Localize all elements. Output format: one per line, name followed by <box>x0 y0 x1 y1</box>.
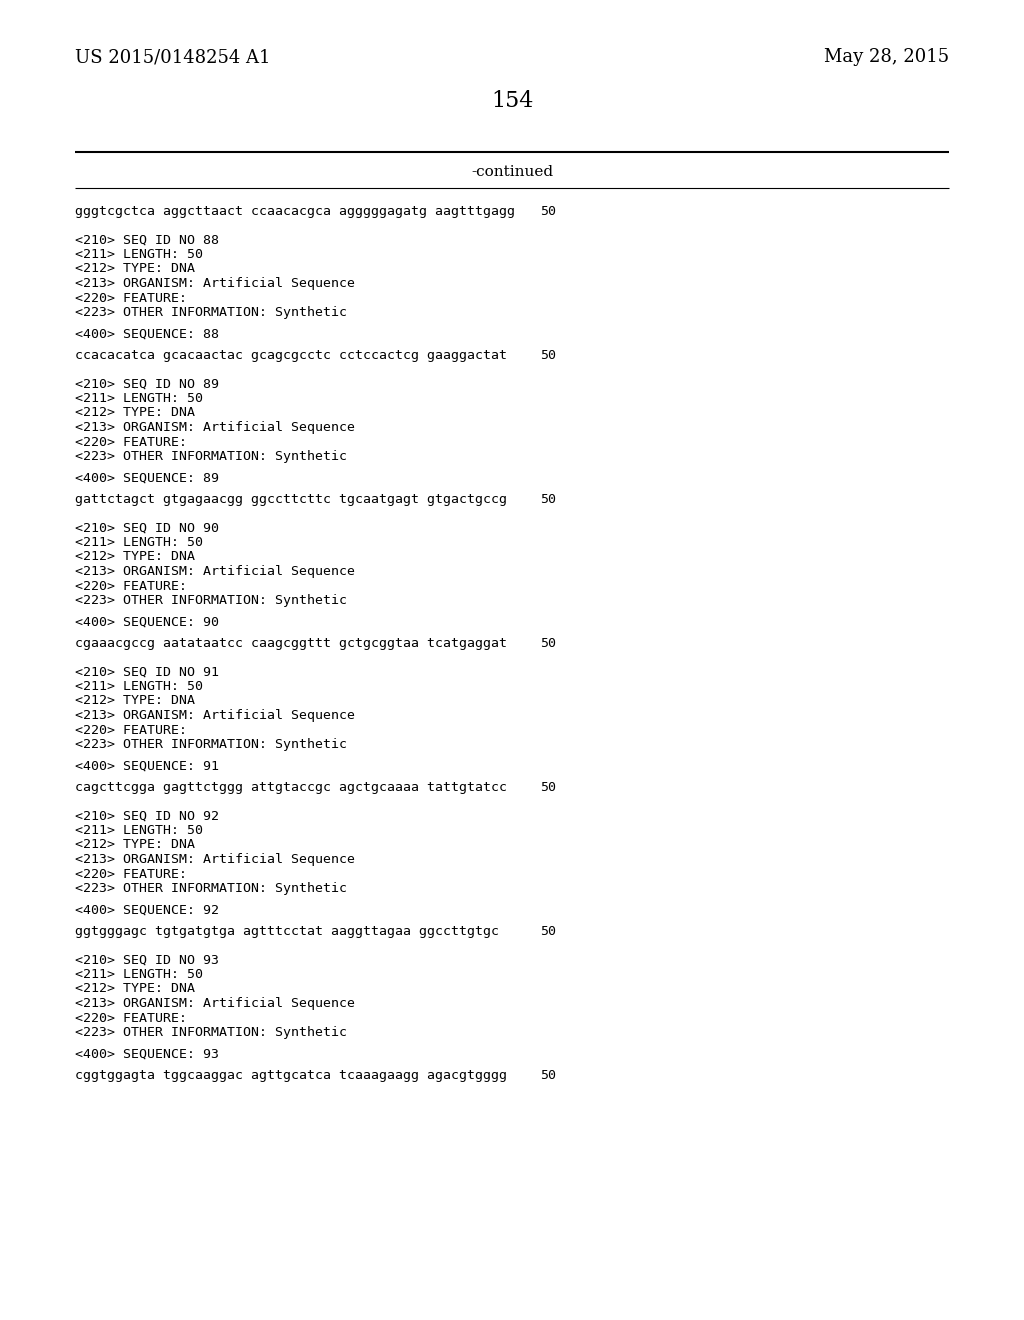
Text: <212> TYPE: DNA: <212> TYPE: DNA <box>75 982 195 995</box>
Text: US 2015/0148254 A1: US 2015/0148254 A1 <box>75 48 270 66</box>
Text: <211> LENGTH: 50: <211> LENGTH: 50 <box>75 536 203 549</box>
Text: ccacacatca gcacaactac gcagcgcctc cctccactcg gaaggactat: ccacacatca gcacaactac gcagcgcctc cctccac… <box>75 348 507 362</box>
Text: <212> TYPE: DNA: <212> TYPE: DNA <box>75 550 195 564</box>
Text: <213> ORGANISM: Artificial Sequence: <213> ORGANISM: Artificial Sequence <box>75 277 355 290</box>
Text: <400> SEQUENCE: 92: <400> SEQUENCE: 92 <box>75 903 219 916</box>
Text: <213> ORGANISM: Artificial Sequence: <213> ORGANISM: Artificial Sequence <box>75 997 355 1010</box>
Text: cggtggagta tggcaaggac agttgcatca tcaaagaagg agacgtgggg: cggtggagta tggcaaggac agttgcatca tcaaaga… <box>75 1069 507 1082</box>
Text: <212> TYPE: DNA: <212> TYPE: DNA <box>75 263 195 276</box>
Text: <400> SEQUENCE: 90: <400> SEQUENCE: 90 <box>75 615 219 628</box>
Text: <210> SEQ ID NO 93: <210> SEQ ID NO 93 <box>75 953 219 966</box>
Text: <212> TYPE: DNA: <212> TYPE: DNA <box>75 407 195 420</box>
Text: <213> ORGANISM: Artificial Sequence: <213> ORGANISM: Artificial Sequence <box>75 565 355 578</box>
Text: <220> FEATURE:: <220> FEATURE: <box>75 579 187 593</box>
Text: May 28, 2015: May 28, 2015 <box>824 48 949 66</box>
Text: <210> SEQ ID NO 91: <210> SEQ ID NO 91 <box>75 665 219 678</box>
Text: <210> SEQ ID NO 92: <210> SEQ ID NO 92 <box>75 809 219 822</box>
Text: gggtcgctca aggcttaact ccaacacgca agggggagatg aagtttgagg: gggtcgctca aggcttaact ccaacacgca aggggga… <box>75 205 515 218</box>
Text: <211> LENGTH: 50: <211> LENGTH: 50 <box>75 392 203 405</box>
Text: 50: 50 <box>540 1069 556 1082</box>
Text: <213> ORGANISM: Artificial Sequence: <213> ORGANISM: Artificial Sequence <box>75 709 355 722</box>
Text: <223> OTHER INFORMATION: Synthetic: <223> OTHER INFORMATION: Synthetic <box>75 450 347 463</box>
Text: <210> SEQ ID NO 88: <210> SEQ ID NO 88 <box>75 234 219 247</box>
Text: <212> TYPE: DNA: <212> TYPE: DNA <box>75 694 195 708</box>
Text: <223> OTHER INFORMATION: Synthetic: <223> OTHER INFORMATION: Synthetic <box>75 594 347 607</box>
Text: <220> FEATURE:: <220> FEATURE: <box>75 292 187 305</box>
Text: 50: 50 <box>540 925 556 939</box>
Text: <223> OTHER INFORMATION: Synthetic: <223> OTHER INFORMATION: Synthetic <box>75 306 347 319</box>
Text: <213> ORGANISM: Artificial Sequence: <213> ORGANISM: Artificial Sequence <box>75 853 355 866</box>
Text: <220> FEATURE:: <220> FEATURE: <box>75 436 187 449</box>
Text: <223> OTHER INFORMATION: Synthetic: <223> OTHER INFORMATION: Synthetic <box>75 882 347 895</box>
Text: <220> FEATURE:: <220> FEATURE: <box>75 867 187 880</box>
Text: 154: 154 <box>490 90 534 112</box>
Text: <211> LENGTH: 50: <211> LENGTH: 50 <box>75 824 203 837</box>
Text: 50: 50 <box>540 205 556 218</box>
Text: <220> FEATURE:: <220> FEATURE: <box>75 1011 187 1024</box>
Text: cgaaacgccg aatataatcc caagcggttt gctgcggtaa tcatgaggat: cgaaacgccg aatataatcc caagcggttt gctgcgg… <box>75 638 507 649</box>
Text: <213> ORGANISM: Artificial Sequence: <213> ORGANISM: Artificial Sequence <box>75 421 355 434</box>
Text: <211> LENGTH: 50: <211> LENGTH: 50 <box>75 680 203 693</box>
Text: gattctagct gtgagaacgg ggccttcttc tgcaatgagt gtgactgccg: gattctagct gtgagaacgg ggccttcttc tgcaatg… <box>75 492 507 506</box>
Text: <400> SEQUENCE: 89: <400> SEQUENCE: 89 <box>75 471 219 484</box>
Text: 50: 50 <box>540 638 556 649</box>
Text: <210> SEQ ID NO 89: <210> SEQ ID NO 89 <box>75 378 219 391</box>
Text: <220> FEATURE:: <220> FEATURE: <box>75 723 187 737</box>
Text: <400> SEQUENCE: 91: <400> SEQUENCE: 91 <box>75 759 219 772</box>
Text: <212> TYPE: DNA: <212> TYPE: DNA <box>75 838 195 851</box>
Text: 50: 50 <box>540 348 556 362</box>
Text: <223> OTHER INFORMATION: Synthetic: <223> OTHER INFORMATION: Synthetic <box>75 738 347 751</box>
Text: -continued: -continued <box>471 165 553 180</box>
Text: <400> SEQUENCE: 88: <400> SEQUENCE: 88 <box>75 327 219 341</box>
Text: 50: 50 <box>540 781 556 795</box>
Text: ggtgggagc tgtgatgtga agtttcctat aaggttagaa ggccttgtgc: ggtgggagc tgtgatgtga agtttcctat aaggttag… <box>75 925 499 939</box>
Text: <211> LENGTH: 50: <211> LENGTH: 50 <box>75 248 203 261</box>
Text: cagcttcgga gagttctggg attgtaccgc agctgcaaaa tattgtatcc: cagcttcgga gagttctggg attgtaccgc agctgca… <box>75 781 507 795</box>
Text: <211> LENGTH: 50: <211> LENGTH: 50 <box>75 968 203 981</box>
Text: 50: 50 <box>540 492 556 506</box>
Text: <210> SEQ ID NO 90: <210> SEQ ID NO 90 <box>75 521 219 535</box>
Text: <223> OTHER INFORMATION: Synthetic: <223> OTHER INFORMATION: Synthetic <box>75 1026 347 1039</box>
Text: <400> SEQUENCE: 93: <400> SEQUENCE: 93 <box>75 1048 219 1060</box>
